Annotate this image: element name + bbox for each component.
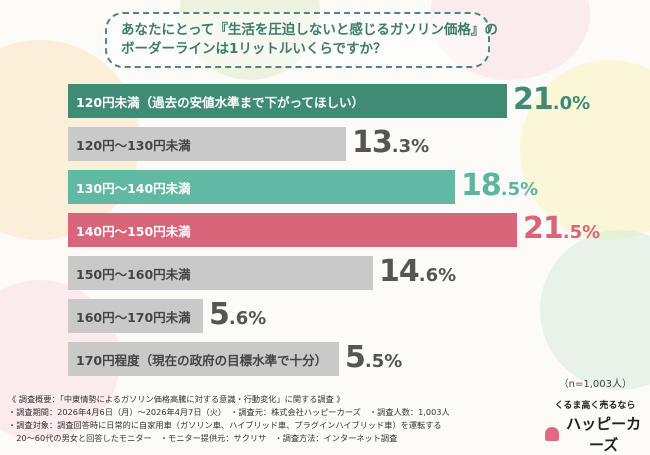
notes-line-1: 《 調査概要：「中東情勢によるガソリン価格高騰に対する意識・行動変化」に関する調… [8,394,345,404]
elephant-icon [545,427,560,441]
notes-line-3: ・調査対象：調査回答時に日常的に自家用車（ガソリン車、ハイブリッド車、プラグイン… [8,420,442,430]
question-box: あなたにとって『生活を圧迫しないと感じるガソリン価格』の ボーダーラインは1リッ… [105,12,498,68]
bar-label: 150円～160円未満 [76,266,191,282]
bar: 120円未満（過去の安値水準まで下がってほしい） [68,84,507,118]
value-integer: 18 [461,168,502,203]
brand-logo: くるま高く売るなら ハッピーカーズ [545,398,645,455]
notes-line-4: 20～60代の男女と回答したモニター ・モニター提供元：サクリサ ・調査方法：イ… [8,433,398,443]
value-integer: 21 [513,82,554,117]
value-label: 14.6% [379,254,456,289]
value-decimal: .5% [562,222,601,243]
value-integer: 13 [352,125,393,160]
logo-brand: ハッピーカーズ [566,415,642,454]
bar: 140円～150円未満 [68,213,518,247]
value-decimal: .5% [500,179,539,200]
value-integer: 5 [345,340,366,375]
logo-tagline: くるま高く売るなら [554,401,636,411]
value-label: 21.5% [523,211,600,246]
value-decimal: .3% [391,136,430,157]
question-line-1: あなたにとって『生活を圧迫しないと感じるガソリン価格』の [121,22,498,38]
bar: 130円～140円未満 [68,170,455,204]
value-label: 5.5% [345,340,402,375]
background-circle [540,230,650,390]
bar-label: 170円程度（現在の政府の目標水準で十分） [76,352,328,368]
value-label: 18.5% [461,168,538,203]
bar-label: 120円～130円未満 [76,137,191,153]
sample-size: （n=1,003人） [558,379,632,390]
bar: 120円～130円未満 [68,127,346,161]
bar-label: 130円～140円未満 [76,180,191,196]
bar: 160円～170円未満 [68,299,203,333]
survey-notes: 《 調査概要：「中東情勢によるガソリン価格高騰に対する意識・行動変化」に関する調… [8,393,450,445]
value-label: 5.6% [209,297,266,332]
bar-label: 140円～150円未満 [76,223,191,239]
value-decimal: .6% [418,265,457,286]
question-line-2: ボーダーラインは1リットルいくらですか？ [121,41,387,57]
bar: 150円～160円未満 [68,256,374,290]
value-label: 13.3% [352,125,429,160]
bar-label: 120円未満（過去の安値水準まで下がってほしい） [76,94,364,110]
bar-label: 160円～170円未満 [76,309,191,325]
value-decimal: .0% [552,93,591,114]
value-decimal: .6% [228,308,267,329]
notes-line-2: ・調査期間：2026年4月6日（月）～2026年4月7日（火） ・調査元：株式会… [8,407,450,417]
value-integer: 5 [209,297,230,332]
value-integer: 14 [379,254,420,289]
value-integer: 21 [523,211,564,246]
bar: 170円程度（現在の政府の目標水準で十分） [68,342,340,376]
value-label: 21.0% [513,82,590,117]
value-decimal: .5% [364,351,403,372]
